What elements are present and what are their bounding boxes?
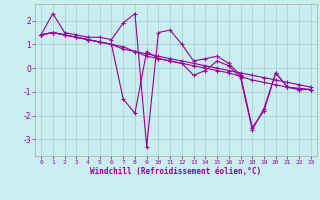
X-axis label: Windchill (Refroidissement éolien,°C): Windchill (Refroidissement éolien,°C) (91, 167, 261, 176)
